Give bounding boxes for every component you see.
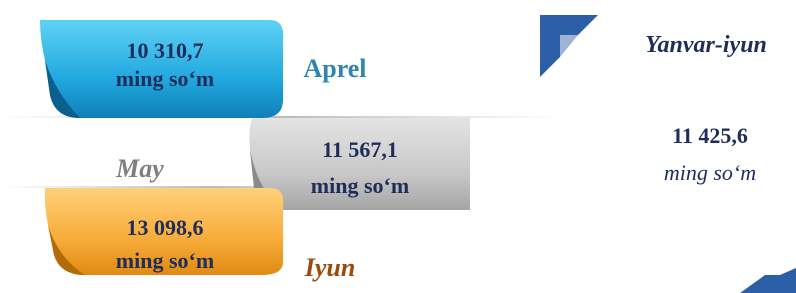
infographic: 10 310,7 ming so‘m 11 567,1 ming so‘m 13… xyxy=(0,0,796,293)
unit: ming so‘m xyxy=(116,66,214,91)
summary-value: 11 425,6 xyxy=(672,123,748,148)
corner-decoration xyxy=(740,268,796,293)
unit: ming so‘m xyxy=(311,173,409,198)
corner-decoration xyxy=(560,35,578,57)
summary-unit: ming so‘m xyxy=(664,160,756,185)
period: Yanvar-iyun xyxy=(645,32,767,58)
value: 10 310,7 xyxy=(127,38,204,63)
value: 13 098,6 xyxy=(127,215,204,240)
month: Aprel xyxy=(303,54,366,83)
value: 11 567,1 xyxy=(322,137,398,162)
unit: ming so‘m xyxy=(116,248,214,273)
month: May xyxy=(115,154,164,183)
month: Iyun xyxy=(304,253,356,282)
